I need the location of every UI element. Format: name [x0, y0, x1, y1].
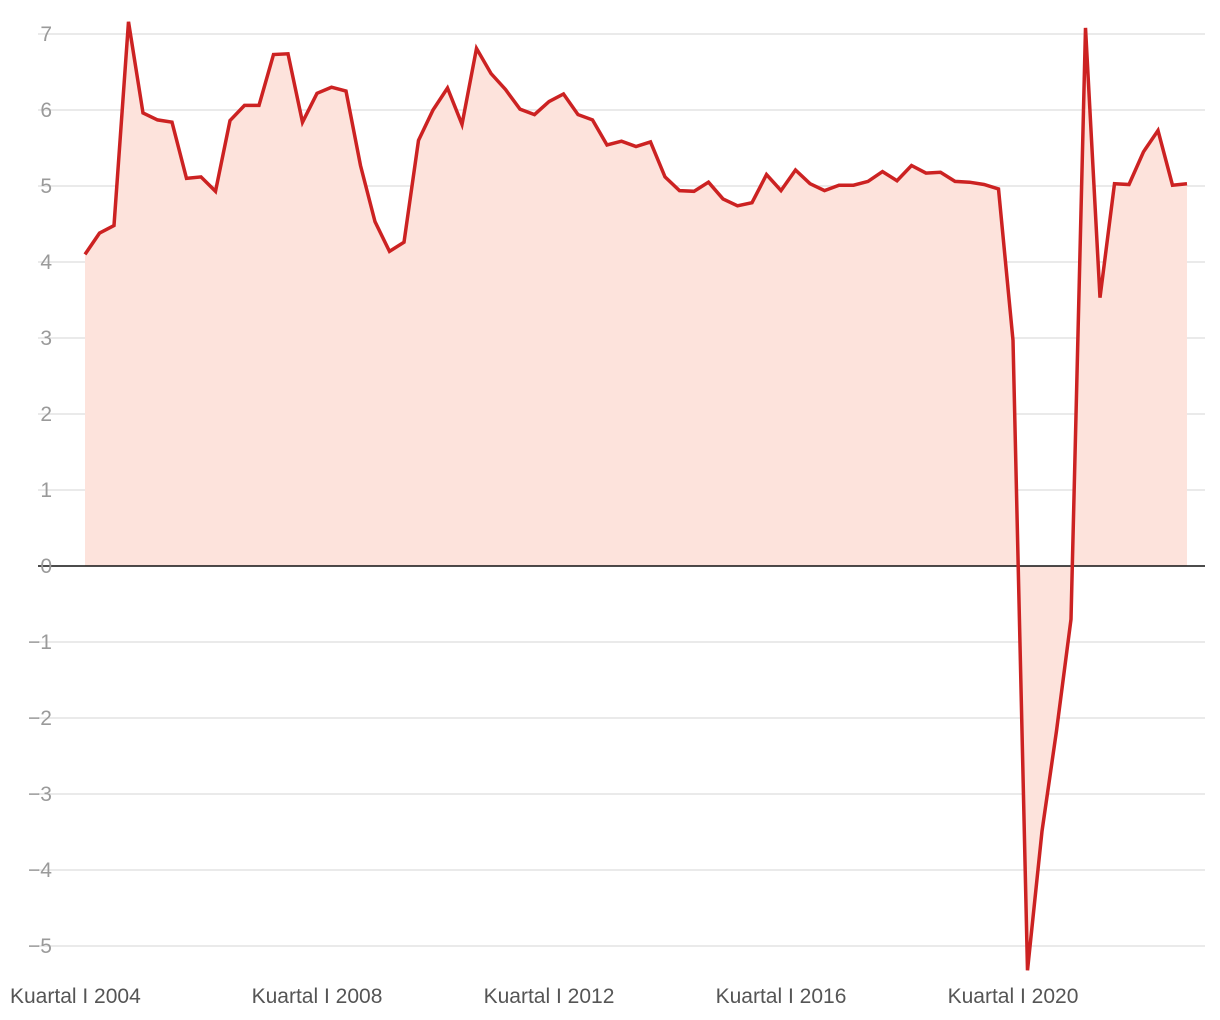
x-tick-label: Kuartal I 2020 — [948, 985, 1079, 1008]
y-tick-label: 7 — [40, 23, 52, 46]
x-tick-label: Kuartal I 2004 — [10, 985, 141, 1008]
y-tick-label: 3 — [40, 327, 52, 350]
y-tick-label: −5 — [28, 935, 52, 958]
y-tick-label: 4 — [40, 251, 52, 274]
x-axis: Kuartal I 2004 Kuartal I 2008 Kuartal I 20… — [10, 985, 1078, 1008]
series-line — [83, 21, 1188, 971]
y-tick-label: −2 — [28, 707, 52, 730]
y-tick-label: 2 — [40, 403, 52, 426]
x-tick-label: Kuartal I 2008 — [252, 985, 383, 1008]
y-tick-label: −4 — [28, 859, 52, 882]
y-tick-label: 6 — [40, 99, 52, 122]
x-tick-label: Kuartal I 2016 — [716, 985, 847, 1008]
y-tick-label: 0 — [40, 555, 52, 578]
series-area-fill — [85, 21, 1187, 971]
y-tick-label: −3 — [28, 783, 52, 806]
y-tick-label: −1 — [28, 631, 52, 654]
x-tick-label: Kuartal I 2012 — [484, 985, 615, 1008]
y-tick-label: 5 — [40, 175, 52, 198]
y-tick-label: 1 — [40, 479, 52, 502]
y-axis: 7 6 5 4 3 2 1 0 −1 −2 −3 −4 −5 — [28, 23, 52, 958]
